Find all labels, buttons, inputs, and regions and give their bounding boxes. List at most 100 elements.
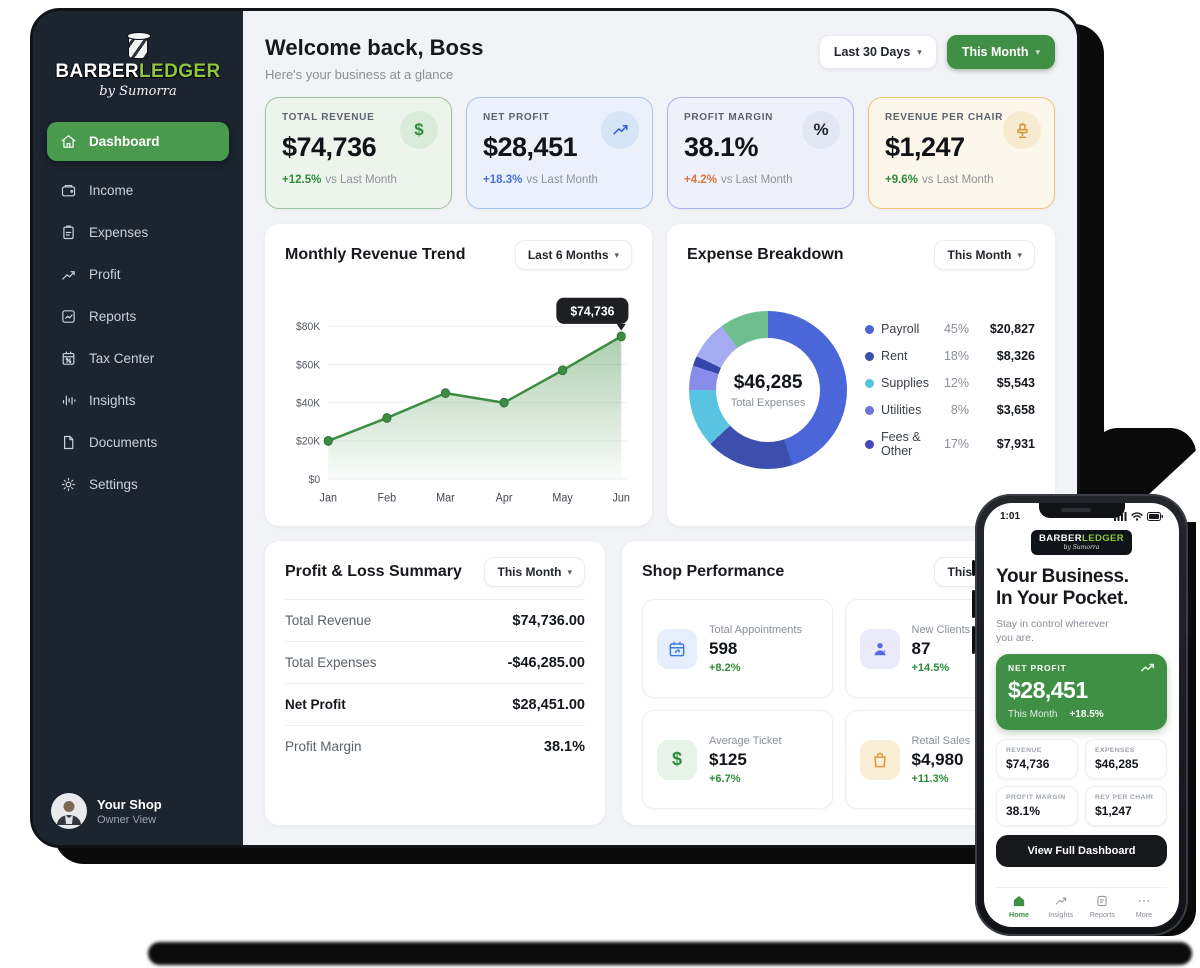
- sidebar-user[interactable]: Your Shop Owner View: [45, 785, 231, 831]
- main-content: Welcome back, Boss Here's your business …: [243, 11, 1077, 845]
- sidebar-item-expenses[interactable]: Expenses: [47, 213, 229, 252]
- sidebar-item-label: Reports: [89, 309, 137, 324]
- sidebar-item-profit[interactable]: Profit: [47, 255, 229, 294]
- phone-stats-grid: REVENUE $74,736 EXPENSES $46,285 PROFIT …: [996, 739, 1167, 827]
- phone-mockup: 1:01 BARBERLEDGER by Sumorra Your Busine…: [972, 494, 1191, 936]
- pnl-row-total-expenses: Total Expenses -$46,285.00: [285, 642, 585, 684]
- brand-name: BARBERLEDGER: [45, 61, 231, 83]
- view-full-dashboard-button[interactable]: View Full Dashboard: [996, 835, 1167, 868]
- pnl-value: -$46,285.00: [507, 654, 585, 671]
- legend-pct: 17%: [943, 437, 969, 451]
- legend-pct: 8%: [950, 403, 969, 417]
- svg-text:May: May: [552, 492, 573, 504]
- revenue-trend-filter[interactable]: Last 6 Months ▾: [514, 240, 633, 270]
- home-icon: [61, 135, 76, 148]
- sidebar-item-dashboard[interactable]: Dashboard: [47, 122, 229, 161]
- barber-pole-icon: [127, 32, 151, 59]
- stat-label: New Clients: [911, 623, 971, 636]
- net-profit-label: NET PROFIT: [1008, 663, 1067, 674]
- svg-text:$40K: $40K: [296, 397, 321, 409]
- documents-icon: [64, 435, 74, 450]
- phone-app-logo: BARBERLEDGER by Sumorra: [1030, 530, 1133, 555]
- sidebar-item-settings[interactable]: Settings: [47, 465, 229, 504]
- phone-bottom-nav: Home Insights Reports More: [996, 887, 1167, 921]
- pnl-filter[interactable]: This Month ▾: [484, 557, 585, 587]
- kpi-label: NET PROFIT: [483, 112, 550, 123]
- tax-icon: [62, 351, 75, 365]
- legend-row-utilities: Utilities 8% $3,658: [865, 403, 1035, 417]
- phone-power-button: [1188, 594, 1191, 636]
- sidebar-item-label: Insights: [89, 393, 136, 408]
- stat-value: $1,247: [1095, 804, 1132, 819]
- sidebar-item-income[interactable]: Income: [47, 171, 229, 210]
- kpi-change: +4.2%: [684, 174, 717, 186]
- wifi-icon: [1131, 512, 1143, 521]
- sidebar-item-insights[interactable]: Insights: [47, 381, 229, 420]
- dollar-icon: $: [400, 111, 438, 149]
- sidebar-item-tax-center[interactable]: Tax Center: [47, 339, 229, 378]
- stat-value: $46,285: [1095, 757, 1139, 772]
- chevron-down-icon: ▾: [567, 566, 572, 577]
- stat-label: Total Appointments: [709, 623, 802, 636]
- sidebar-item-reports[interactable]: Reports: [47, 297, 229, 336]
- reports-icon: [62, 310, 75, 323]
- legend-name: Payroll: [881, 322, 920, 336]
- svg-text:Feb: Feb: [378, 492, 397, 504]
- expense-breakdown-filter[interactable]: This Month ▾: [934, 240, 1035, 270]
- pnl-title: Profit & Loss Summary: [285, 563, 462, 580]
- phone-mute-switch: [972, 560, 975, 576]
- phone-nav-home[interactable]: Home: [1002, 894, 1036, 919]
- svg-text:Mar: Mar: [436, 492, 455, 504]
- reports-icon: [1097, 895, 1107, 907]
- phone-volume-down: [972, 626, 975, 654]
- legend-pct: 45%: [943, 322, 969, 336]
- sidebar-item-label: Settings: [89, 477, 138, 492]
- brand-part2: LEDGER: [1082, 533, 1125, 544]
- kpi-value: $1,247: [885, 132, 965, 162]
- phone-nav-reports[interactable]: Reports: [1085, 894, 1119, 919]
- expense-legend: Payroll 45% $20,827 Rent 18% $8,326: [865, 322, 1035, 458]
- stat-label: Average Ticket: [709, 734, 782, 747]
- legend-row-fees-other: Fees & Other 17% $7,931: [865, 430, 1035, 458]
- net-profit-period: This Month: [1008, 709, 1058, 721]
- phone-headline: Your Business. In Your Pocket.: [996, 566, 1129, 610]
- stat-total-appointments: Total Appointments 598 +8.2%: [642, 599, 833, 698]
- phone-nav-insights[interactable]: Insights: [1044, 894, 1078, 919]
- battery-icon: [1147, 512, 1163, 521]
- sidebar-item-documents[interactable]: Documents: [47, 423, 229, 462]
- phone-stat-revenue: REVENUE $74,736: [996, 739, 1078, 780]
- legend-name: Rent: [881, 349, 908, 363]
- brand-part1: BARBER: [55, 61, 140, 82]
- stat-label: REVENUE: [1006, 747, 1042, 755]
- app-window: BARBERLEDGER by Sumorra Dashboard Income…: [30, 8, 1080, 848]
- revenue-trend-card: Monthly Revenue Trend Last 6 Months ▾ $0…: [265, 224, 653, 526]
- phone-nav-more[interactable]: More: [1127, 894, 1161, 919]
- legend-amount: $5,543: [996, 376, 1035, 390]
- charts-row: Monthly Revenue Trend Last 6 Months ▾ $0…: [265, 224, 1055, 526]
- income-icon: [61, 184, 76, 197]
- svg-text:Jan: Jan: [320, 492, 337, 504]
- period-button[interactable]: This Month ▾: [946, 35, 1055, 69]
- filter-label: This Month: [947, 248, 1012, 262]
- brand-part1: BARBER: [1038, 533, 1083, 544]
- kpi-total-revenue: TOTAL REVENUE $74,736 +12.5% vs Last Mont…: [265, 97, 452, 209]
- page-title: Welcome back, Boss: [265, 35, 484, 60]
- phone-stat-expenses: EXPENSES $46,285: [1085, 739, 1167, 780]
- pnl-row-total-revenue: Total Revenue $74,736.00: [285, 600, 585, 642]
- chevron-down-icon: ▾: [1035, 46, 1040, 57]
- legend-name: Fees & Other: [881, 430, 921, 458]
- home-icon: [1013, 896, 1025, 907]
- kpi-value: $28,451: [483, 132, 578, 162]
- svg-text:$74,736: $74,736: [570, 304, 614, 318]
- percent-icon: %: [802, 111, 840, 149]
- kpi-change-note: vs Last Month: [526, 174, 598, 186]
- sidebar-item-label: Tax Center: [89, 351, 155, 366]
- phone-subtitle: Stay in control wherever you are.: [996, 617, 1109, 644]
- total-expenses-label: Total Expenses: [730, 396, 806, 409]
- phone-stat-rev-per-chair: REV PER CHAIR $1,247: [1085, 786, 1167, 827]
- insights-icon: [62, 395, 76, 406]
- net-profit-change: +18.5%: [1069, 709, 1104, 721]
- nav-label: Home: [1009, 910, 1029, 919]
- date-range-button[interactable]: Last 30 Days ▾: [818, 35, 937, 69]
- kpi-label: REVENUE PER CHAIR: [885, 112, 1004, 123]
